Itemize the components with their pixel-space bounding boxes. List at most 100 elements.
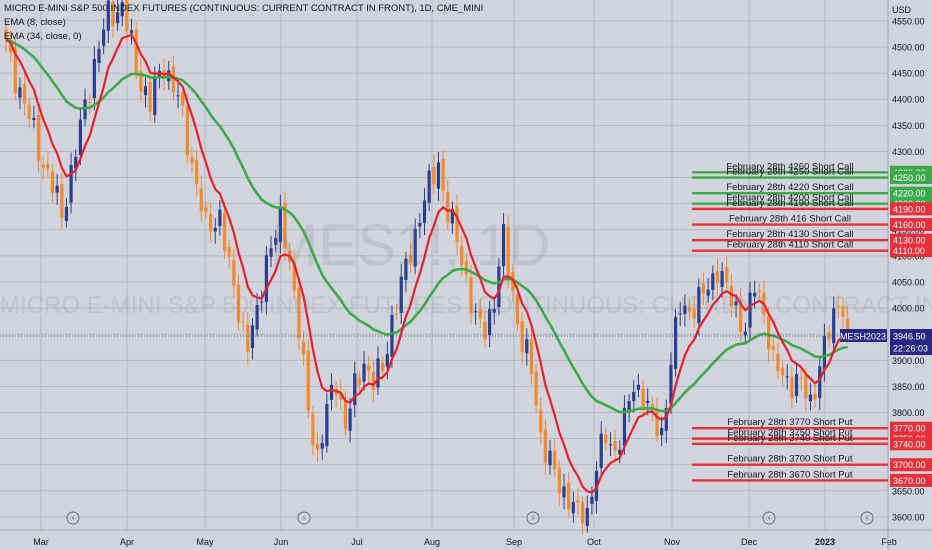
candle-body [176,95,180,97]
candle-body [585,507,589,526]
candle-body [488,309,492,336]
candle-body [269,248,273,257]
candle-body [543,428,547,463]
candle-body [636,384,640,390]
candle-body [408,254,413,263]
time-axis-label: Mar [33,537,49,547]
candle-body [190,156,194,164]
candle-body [367,365,371,372]
option-level-label: February 28th 4260 Short Call [726,161,853,172]
candle-body [362,363,366,382]
price-axis-label: 3800.00 [892,408,925,418]
time-axis-label: May [196,537,214,547]
candle-body [501,224,506,267]
candle-body [455,205,459,243]
symbol-tag-text: MESH2023 [840,332,886,342]
candle-body [492,309,496,313]
candle-body [153,78,157,116]
candle-body [88,101,92,103]
candle-body [329,384,334,400]
candle-body [260,301,264,303]
option-level-tag-text: 3740.00 [893,439,926,449]
option-level-tag [890,421,932,435]
candle-body [832,308,836,344]
candle-body [683,305,687,315]
ema-fast-legend[interactable]: EMA (8, close) [4,17,66,28]
candle-body [534,371,538,406]
option-level-tag-text: 4110.00 [893,246,925,256]
candle-body [441,159,445,191]
candle-body [218,209,222,226]
time-axis-label: Oct [587,537,602,547]
candle-body [776,353,780,372]
option-level-tag-text: 4160.00 [893,220,926,230]
option-level-tag-text: 4130.00 [893,236,926,246]
candle-body [343,400,348,429]
candle-body [627,401,631,411]
candle-body [567,482,571,510]
time-axis-label: Dec [741,537,758,547]
option-level-label: February 28th 4110 Short Call [727,240,854,251]
candle-body [618,449,622,455]
option-level-label: February 28th 4220 Short Call [726,182,853,193]
candle-body [120,2,124,17]
ema-slow-legend[interactable]: EMA (34, close, 0) [4,31,82,42]
candle-body [50,171,55,194]
candle-body [632,391,636,402]
event-marker-glyph: ⚡ [864,514,870,523]
candle-body [64,206,69,221]
option-level-label: February 28th 3670 Short Put [727,469,853,480]
ema-slow-line [5,38,848,414]
event-marker-glyph: ⚡ [301,514,307,523]
price-axis-label: 4400.00 [892,95,925,105]
candle-body [241,321,245,323]
candle-body [357,377,361,386]
candle-body [562,486,566,498]
candle-body [701,283,706,294]
candle-body [306,350,310,411]
option-level-tag-text: 4190.00 [893,204,926,214]
option-level-tag [890,218,932,232]
candle-body [4,29,8,40]
candle-body [660,427,664,436]
option-level-label: February 28th 4130 Short Call [726,229,853,240]
candle-body [222,213,227,252]
candle-body [92,58,96,99]
candle-body [60,184,64,218]
candle-body [55,185,59,193]
bar-countdown: 22:26:03 [893,344,928,354]
candle-body [813,393,817,400]
candle-body [757,290,761,293]
candle-body [111,1,115,27]
candle-body [232,260,236,286]
candle-body [548,450,552,466]
candle-body [715,270,720,284]
candle-body [794,374,799,396]
candle-body [613,440,617,451]
candle-body [125,0,129,32]
candle-body [771,345,775,350]
candle-body [692,308,696,319]
ema-fast-line [5,33,848,494]
price-axis-label: 3850.00 [892,382,925,392]
candle-body [818,366,822,399]
candle-body [432,166,436,185]
candle-body [557,467,561,494]
candle-body [213,228,217,232]
candle-body [599,433,603,469]
candle-body [846,318,850,337]
price-axis-label: 4050.00 [892,277,925,287]
event-marker-icon [297,511,311,525]
time-axis-label: Jul [351,537,363,547]
candle-body [311,413,315,446]
candle-body [678,313,682,315]
candle-body [450,208,454,224]
candle-body [478,309,482,319]
candle-body [515,294,520,325]
candle-body [139,71,143,92]
candle-body [827,332,831,340]
price-axis-label: 4300.00 [892,147,925,157]
time-axis-label: Nov [664,537,681,547]
